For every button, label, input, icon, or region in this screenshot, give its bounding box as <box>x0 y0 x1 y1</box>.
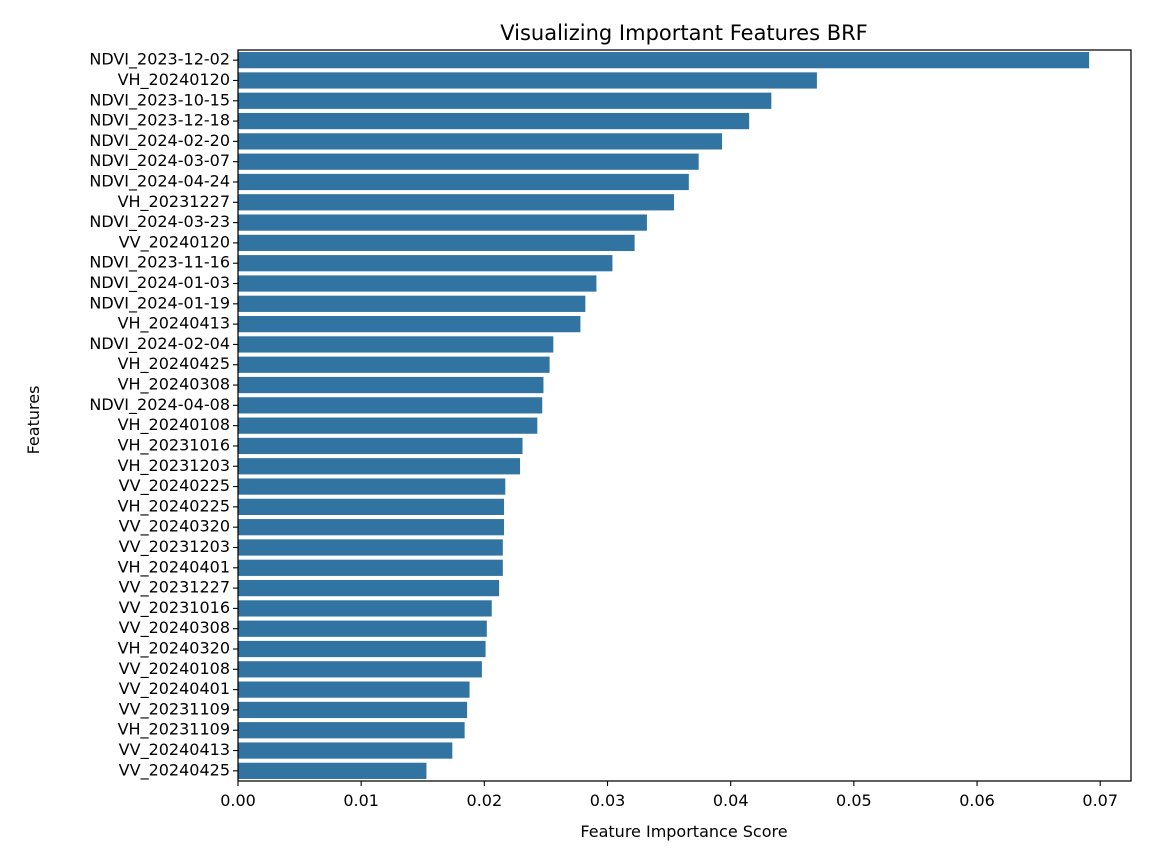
y-tick-label: VH_20240308 <box>118 375 230 395</box>
bar <box>238 559 503 576</box>
bar <box>238 437 523 455</box>
bar <box>238 498 505 515</box>
bar <box>238 356 550 373</box>
bar <box>238 316 581 333</box>
bar <box>238 742 453 759</box>
y-tick-label: VH_20240401 <box>118 557 230 577</box>
x-tick-label: 0.01 <box>343 791 379 810</box>
y-tick-label: NDVI_2024-04-24 <box>89 171 230 191</box>
bar <box>238 214 647 231</box>
x-tick-label: 0.04 <box>713 791 749 810</box>
y-tick-label: VV_20231109 <box>119 699 230 719</box>
bar <box>238 336 554 353</box>
y-tick-label: NDVI_2024-01-03 <box>89 273 230 293</box>
y-tick-label: VV_20240401 <box>119 679 230 699</box>
bar <box>238 275 597 292</box>
bar <box>238 52 1090 69</box>
bar <box>238 133 723 150</box>
y-tick-label: VV_20240413 <box>119 740 230 760</box>
y-tick-label: VH_20231203 <box>118 456 230 476</box>
bar <box>238 681 470 698</box>
y-tick-label: VH_20240108 <box>118 415 230 435</box>
y-tick-label: VV_20240320 <box>119 517 230 537</box>
y-tick-label: VV_20231227 <box>119 578 230 598</box>
y-tick-label: NDVI_2023-10-15 <box>89 90 230 110</box>
bar <box>238 762 427 779</box>
y-tick-label: NDVI_2024-02-20 <box>89 131 230 151</box>
bar <box>238 255 613 272</box>
x-tick-label: 0.06 <box>959 791 995 810</box>
bar <box>238 417 538 434</box>
y-tick-label: VH_20231227 <box>118 192 230 212</box>
chart-title: Visualizing Important Features BRF <box>500 21 868 45</box>
x-axis-label: Feature Importance Score <box>580 822 787 841</box>
x-tick-label: 0.05 <box>836 791 872 810</box>
bar <box>238 579 500 597</box>
y-tick-label: VV_20240108 <box>119 659 230 679</box>
bar <box>238 234 635 252</box>
bar <box>238 620 487 637</box>
y-tick-label: VH_20231109 <box>118 720 230 740</box>
bar <box>238 295 586 312</box>
y-tick-label: VV_20240120 <box>119 232 230 252</box>
bar <box>238 458 521 475</box>
y-tick-label: NDVI_2023-12-18 <box>89 111 230 131</box>
bar <box>238 661 482 678</box>
bar <box>238 640 486 658</box>
y-axis-label: Features <box>24 386 43 455</box>
y-tick-label: VH_20240413 <box>118 314 230 334</box>
y-tick-label: NDVI_2024-02-04 <box>89 334 230 354</box>
y-tick-label: VV_20240308 <box>119 618 230 638</box>
y-tick-label: VV_20240425 <box>119 760 230 780</box>
y-tick-label: NDVI_2024-04-08 <box>89 395 230 415</box>
plot-frame <box>237 49 1132 782</box>
bar <box>238 112 750 130</box>
x-tick-label: 0.02 <box>467 791 503 810</box>
bar-group <box>238 52 1090 779</box>
bar <box>238 397 543 414</box>
bar <box>238 173 689 191</box>
x-tick-label: 0.07 <box>1082 791 1118 810</box>
y-axis-ticks: NDVI_2023-12-02VH_20240120NDVI_2023-10-1… <box>89 50 238 780</box>
bar <box>238 519 505 536</box>
x-axis-ticks: 0.00 0.01 0.02 0.03 0.04 0.05 0.06 0.07 <box>220 781 1118 810</box>
y-tick-label: VH_20231016 <box>118 435 230 455</box>
bar <box>238 92 772 109</box>
y-tick-label: NDVI_2024-03-07 <box>89 151 230 171</box>
y-tick-label: NDVI_2023-11-16 <box>89 253 230 273</box>
y-tick-label: VH_20240320 <box>118 639 230 659</box>
y-tick-label: VH_20240120 <box>118 70 230 90</box>
bar <box>238 153 699 170</box>
y-tick-label: VH_20240225 <box>118 496 230 516</box>
x-tick-label: 0.00 <box>220 791 256 810</box>
bar <box>238 478 506 495</box>
bar <box>238 539 503 556</box>
y-tick-label: VH_20240425 <box>118 354 230 374</box>
y-tick-label: NDVI_2024-03-23 <box>89 212 230 232</box>
bar <box>238 701 468 719</box>
bar <box>238 376 544 394</box>
bar <box>238 722 465 739</box>
x-tick-label: 0.03 <box>590 791 626 810</box>
y-tick-label: NDVI_2024-01-19 <box>89 293 230 313</box>
y-tick-label: VV_20231016 <box>119 598 230 618</box>
bar <box>238 194 675 211</box>
y-tick-label: VV_20240225 <box>119 476 230 496</box>
bar <box>238 72 817 89</box>
y-tick-label: VV_20231203 <box>119 537 230 557</box>
bar <box>238 600 492 617</box>
y-tick-label: NDVI_2023-12-02 <box>89 50 230 70</box>
